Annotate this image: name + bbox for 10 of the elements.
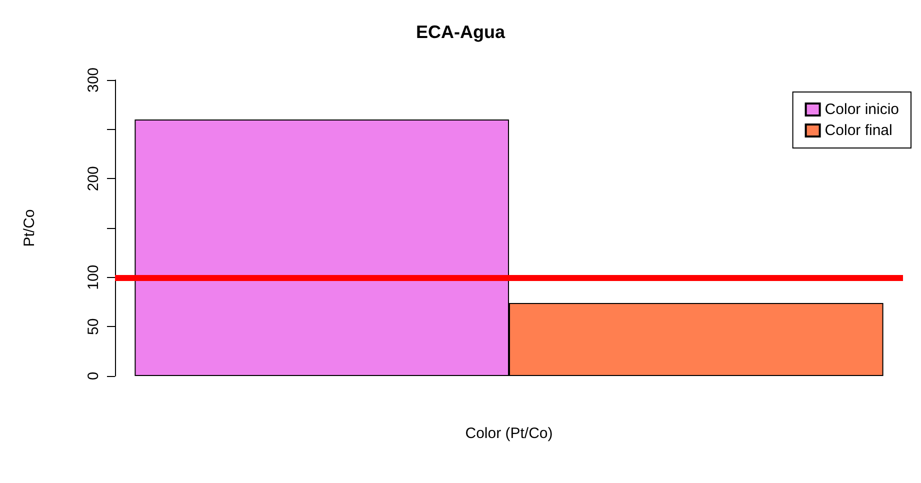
chart-title: ECA-Agua [416, 22, 506, 42]
legend-label: Color inicio [824, 101, 900, 118]
legend-label: Color final [824, 122, 892, 139]
y-tick-label: 0 [85, 372, 102, 380]
y-tick-label: 50 [85, 318, 102, 336]
y-tick-label: 300 [85, 67, 102, 93]
y-axis-title: Pt/Co [21, 209, 38, 247]
y-tick-label: 200 [85, 166, 102, 192]
y-tick-label: 100 [85, 264, 102, 290]
x-axis-title: Color (Pt/Co) [465, 425, 553, 442]
